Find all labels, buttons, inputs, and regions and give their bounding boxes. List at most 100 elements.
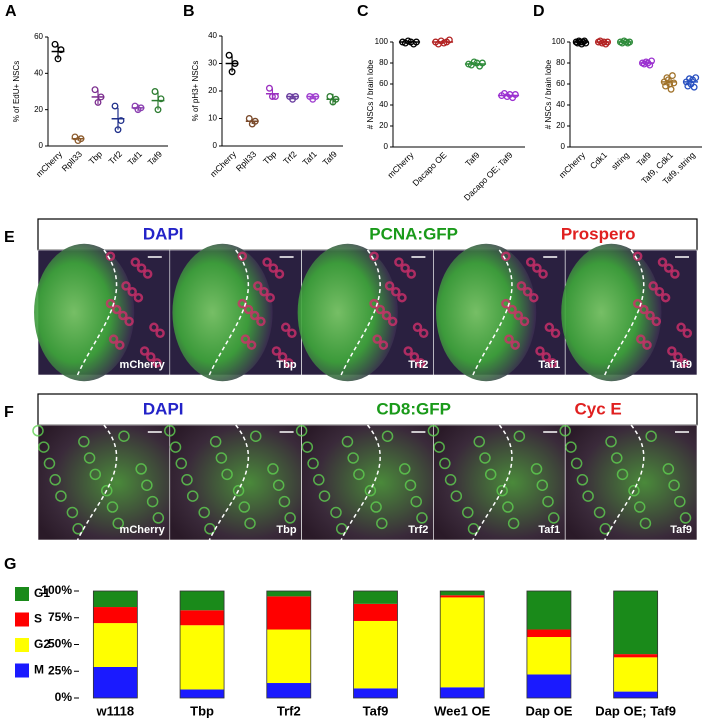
legend-swatch (15, 587, 29, 601)
data-point (91, 86, 99, 94)
y-tick-label: 20 (208, 86, 217, 95)
data-point (51, 40, 59, 48)
cell (639, 304, 649, 315)
boundary (604, 424, 645, 541)
bar-segment (353, 620, 398, 689)
bar-segment (93, 591, 138, 608)
cell (232, 484, 245, 497)
cell (237, 251, 248, 261)
y-tick-label: 10 (208, 114, 217, 123)
cell (381, 310, 392, 321)
cell (679, 512, 692, 524)
x-tick-label: RplI33 (234, 149, 259, 174)
x-tick-label: mCherry (208, 148, 239, 179)
cell (504, 334, 514, 344)
cell (274, 269, 285, 279)
cell (559, 425, 571, 437)
cell (318, 490, 331, 502)
stain-label: Cyc E (575, 399, 622, 418)
cell (535, 346, 545, 356)
x-tick-label: mCherry (34, 148, 65, 179)
data-point (225, 51, 233, 59)
cell (353, 468, 365, 481)
cell (287, 328, 297, 338)
cell (301, 441, 314, 453)
cell (37, 441, 50, 453)
y-tick-label: 100 (375, 37, 389, 46)
cell (155, 328, 165, 338)
x-tick-label: Trf2 (106, 149, 124, 167)
y-tick-label: 0% (55, 690, 73, 704)
cell (259, 287, 269, 297)
boundary (208, 249, 249, 376)
genotype-label: Taf9 (670, 524, 692, 536)
bar-segment (353, 591, 398, 604)
micrograph (564, 424, 698, 541)
legend-swatch (15, 638, 29, 652)
y-tick-label: 20 (556, 121, 565, 130)
cell (639, 517, 652, 530)
cell (501, 251, 511, 261)
boundary (76, 249, 118, 376)
panel-letter: D (533, 3, 545, 20)
cell (221, 468, 233, 481)
cell (130, 257, 141, 267)
cell (403, 346, 413, 356)
cell (272, 479, 285, 491)
genotype-label: Taf9 (670, 359, 692, 371)
x-tick-label: Dap OE; Taf9 (595, 703, 676, 718)
cell (409, 352, 420, 362)
cell (525, 257, 536, 267)
cell (550, 328, 561, 338)
cell (605, 435, 617, 448)
bar-segment (440, 597, 485, 688)
x-tick-label: Wee1 OE (434, 703, 490, 718)
stain-label: DAPI (143, 399, 184, 418)
y-tick-label: 0 (213, 141, 218, 150)
cell (427, 425, 440, 437)
bar-segment (613, 654, 658, 658)
cell (32, 425, 44, 437)
legend-swatch (15, 612, 29, 627)
cell (186, 490, 199, 502)
y-tick-label: 60 (379, 79, 388, 88)
cell (415, 358, 426, 368)
cell (682, 328, 693, 338)
x-tick-label: Tbp (261, 149, 279, 167)
tissue (297, 243, 398, 382)
data-point (111, 102, 119, 110)
stain-label: CD8:GFP (376, 399, 451, 418)
tissue (561, 243, 662, 382)
y-tick-label: 80 (379, 58, 388, 67)
cell (372, 334, 382, 344)
bar-segment (180, 689, 225, 698)
bar-segment (93, 623, 138, 667)
x-tick-label: RplI33 (60, 149, 85, 174)
x-tick-label: Taf9 (463, 150, 482, 169)
micrograph (37, 424, 171, 541)
y-tick-label: 25% (48, 663, 72, 677)
micrograph (169, 424, 302, 541)
cell (141, 479, 153, 491)
bar-segment (613, 657, 658, 692)
y-axis-title: % of EdU+ NSCs (12, 61, 21, 123)
cell (484, 468, 497, 481)
cell (83, 452, 96, 464)
cell (519, 316, 530, 327)
x-tick-label: mCherry (557, 149, 588, 180)
cell (341, 435, 354, 448)
bar-segment (613, 591, 658, 655)
cell (645, 310, 655, 321)
cell (330, 506, 342, 519)
bar-segment (180, 591, 225, 611)
cell (651, 316, 662, 327)
y-tick-label: 0 (39, 141, 44, 150)
bar-outline (439, 590, 485, 699)
x-tick-label: Taf1 (126, 149, 145, 168)
cell (433, 441, 445, 453)
bar-segment (526, 591, 571, 630)
cell (152, 512, 165, 524)
cell (529, 292, 539, 303)
boundary (472, 424, 513, 541)
